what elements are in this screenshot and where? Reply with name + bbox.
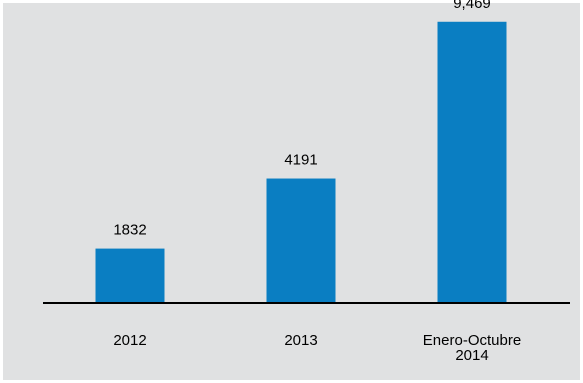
value-label-3: 9,469 <box>453 0 491 12</box>
x-tick-label-3: Enero-Octubre 2014 <box>423 332 521 364</box>
value-label-2: 4191 <box>284 152 317 169</box>
bars-group <box>95 21 507 304</box>
bar-1 <box>95 248 165 303</box>
x-tick-labels-group: 2012 2013 Enero-Octubre 2014 <box>113 332 521 364</box>
bar-3 <box>437 21 507 304</box>
value-label-1: 1832 <box>113 222 146 239</box>
x-tick-label-1: 2012 <box>113 332 146 349</box>
bar-2 <box>266 178 336 303</box>
value-labels-group: 1832 4191 9,469 <box>113 0 490 239</box>
x-tick-label-2: 2013 <box>284 332 317 349</box>
